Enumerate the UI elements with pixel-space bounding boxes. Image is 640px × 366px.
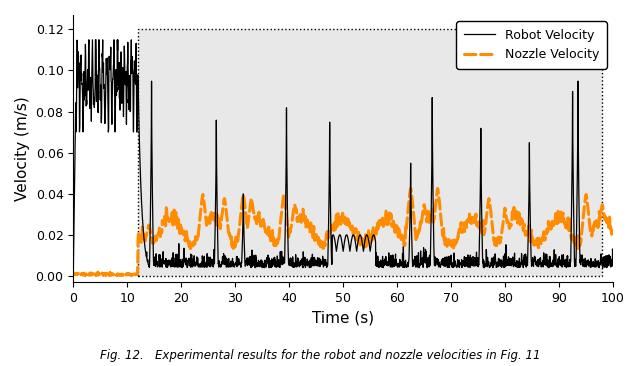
Line: Nozzle Velocity: Nozzle Velocity: [73, 188, 613, 276]
Robot Velocity: [270, 255, 278, 260]
Robot Velocity: [609, 262, 617, 266]
Nozzle Velocity: [69, 271, 77, 275]
Robot Velocity: [92, 37, 99, 42]
Nozzle Velocity: [118, 272, 125, 276]
Nozzle Velocity: [82, 273, 90, 277]
X-axis label: Time (s): Time (s): [312, 310, 374, 325]
Nozzle Velocity: [99, 272, 106, 276]
Robot Velocity: [394, 262, 402, 267]
Nozzle Velocity: [407, 186, 415, 191]
Y-axis label: Velocity (m/s): Velocity (m/s): [15, 96, 30, 201]
Text: Fig. 12.   Experimental results for the robot and nozzle velocities in Fig. 11: Fig. 12. Experimental results for the ro…: [100, 349, 540, 362]
Robot Velocity: [81, 42, 89, 46]
Robot Velocity: [514, 259, 522, 263]
Bar: [138, 29, 602, 276]
Legend: Robot Velocity, Nozzle Velocity: Robot Velocity, Nozzle Velocity: [456, 21, 607, 68]
Line: Robot Velocity: Robot Velocity: [73, 40, 613, 276]
Robot Velocity: [118, 87, 125, 91]
Nozzle Velocity: [514, 220, 522, 225]
Nozzle Velocity: [81, 273, 89, 278]
Nozzle Velocity: [609, 226, 617, 230]
Robot Velocity: [99, 38, 106, 42]
Nozzle Velocity: [394, 232, 402, 237]
Robot Velocity: [69, 274, 77, 278]
Nozzle Velocity: [270, 243, 278, 248]
